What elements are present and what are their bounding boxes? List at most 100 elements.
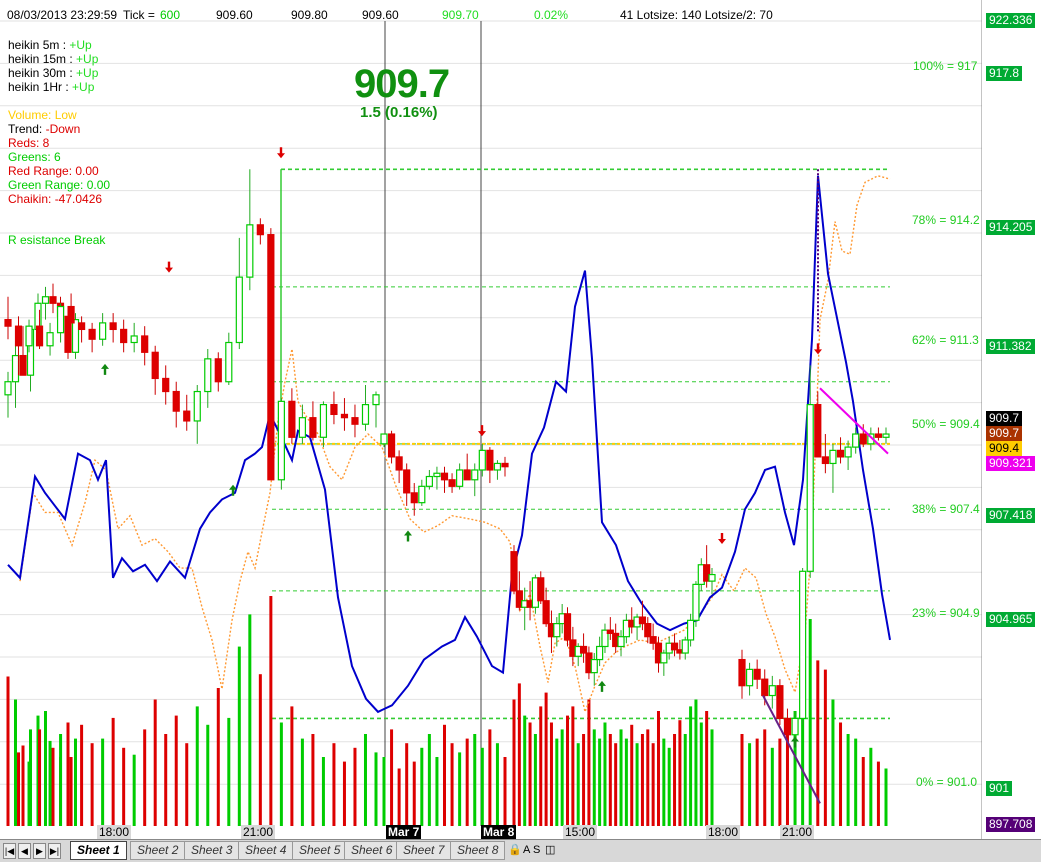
candle — [172, 381, 180, 428]
fib-label-62: 62% = 911.3 — [912, 333, 979, 347]
volume-bar — [374, 752, 378, 826]
volume-bar — [80, 724, 84, 826]
candle-body — [151, 351, 159, 380]
price-label-917: 917.8 — [986, 66, 1023, 81]
candle — [448, 473, 456, 493]
candle-body — [120, 328, 128, 344]
time-label-1500: 15:00 — [563, 825, 598, 839]
volume-bar — [694, 699, 698, 826]
tab-sheet-2[interactable]: Sheet 2 — [130, 841, 186, 860]
candle — [410, 483, 418, 516]
tab-sheet-3[interactable]: Sheet 3 — [184, 841, 240, 860]
candle — [309, 401, 317, 441]
volume-bar — [785, 722, 789, 826]
volume-bar — [770, 747, 774, 826]
candle-body — [501, 462, 509, 468]
candle-body — [403, 469, 411, 494]
candle-body — [235, 276, 243, 344]
greens-stat: Greens: 6 — [8, 150, 61, 164]
candle — [77, 316, 86, 343]
candle-body — [745, 668, 754, 687]
tab-sheet-1[interactable]: Sheet 1 — [70, 841, 127, 860]
volume-bar — [143, 729, 147, 826]
lotsize-info: 41 Lotsize: 140 Lotsize/2: 70 — [620, 8, 773, 22]
candle-body — [882, 433, 890, 438]
candle-body — [761, 678, 769, 697]
candle — [319, 401, 328, 448]
volume-bar — [122, 747, 126, 826]
down-arrow-icon — [165, 261, 173, 273]
candle — [783, 708, 792, 742]
candle-body — [330, 404, 338, 416]
candle-body — [829, 449, 837, 465]
candle-body — [4, 319, 12, 327]
volume-bar — [495, 743, 499, 826]
volume-bar — [14, 699, 17, 826]
candle — [590, 653, 598, 686]
price-label-914: 914.205 — [986, 220, 1036, 235]
candle — [821, 434, 829, 474]
tab-sheet-4[interactable]: Sheet 4 — [238, 841, 294, 860]
candle — [433, 466, 441, 490]
candle — [151, 345, 159, 395]
sheet-tab-bar: |◀ ◀ ▶ ▶| Sheet 1 Sheet 2 Sheet 3 Sheet … — [0, 839, 1041, 862]
candle — [288, 388, 296, 444]
volume-bar — [523, 715, 527, 826]
candle — [874, 427, 883, 441]
candle-body — [799, 570, 807, 719]
candle-body — [686, 619, 695, 641]
candle-body — [708, 573, 716, 582]
volume-bar — [710, 729, 714, 826]
candle-body — [670, 642, 679, 651]
volume-bar — [801, 683, 805, 826]
tab-sheet-7[interactable]: Sheet 7 — [396, 841, 452, 860]
candle — [859, 424, 867, 448]
volume-bar — [884, 768, 888, 826]
candle-body — [852, 433, 860, 448]
candle — [814, 391, 822, 458]
price-axis[interactable]: 922.336 917.8 914.205 911.382 909.7 909.… — [982, 0, 1041, 861]
volume-bar — [227, 717, 231, 826]
candle — [99, 313, 107, 346]
percent-change: 0.02% — [534, 8, 569, 22]
candle — [638, 600, 647, 631]
volume-bar — [635, 743, 639, 826]
last-sheet-icon[interactable]: ▶| — [48, 843, 61, 859]
candle — [130, 322, 138, 353]
candle-body — [425, 475, 433, 487]
candle-body — [448, 479, 456, 487]
fib-label-100: 100% = 917 — [913, 59, 978, 73]
heikin-30m: heikin 30m : +Up — [8, 66, 99, 80]
candle — [692, 581, 700, 627]
first-sheet-icon[interactable]: |◀ — [3, 843, 16, 859]
autoscroll-icon[interactable]: A — [523, 844, 531, 856]
candle — [606, 617, 614, 640]
candle — [753, 659, 761, 689]
prev-sheet-icon[interactable]: ◀ — [18, 843, 31, 859]
next-sheet-icon[interactable]: ▶ — [33, 843, 46, 859]
volume-bar — [823, 669, 827, 826]
volume-bar — [174, 715, 178, 826]
scroll-indicator-icon[interactable]: S — [533, 844, 541, 856]
candle-body — [510, 551, 518, 592]
volume-bar — [216, 688, 220, 826]
lock-icon[interactable]: 🔒 — [508, 844, 522, 856]
tab-sheet-8[interactable]: Sheet 8 — [450, 841, 506, 860]
candle-body — [537, 577, 545, 602]
red-range-stat: Red Range: 0.00 — [8, 164, 99, 178]
candle — [372, 391, 380, 428]
volume-bar — [689, 706, 693, 826]
down-arrow-icon — [718, 532, 726, 544]
candle — [791, 711, 799, 742]
time-label-2100: 21:00 — [241, 825, 276, 839]
candle-body — [4, 381, 12, 396]
tab-sheet-5[interactable]: Sheet 5 — [292, 841, 348, 860]
volume-bar — [793, 711, 797, 826]
volume-bar — [763, 729, 767, 826]
candle-body — [433, 472, 441, 478]
candle — [67, 293, 75, 324]
tab-sheet-6[interactable]: Sheet 6 — [344, 841, 400, 860]
volume-bar — [237, 646, 241, 826]
split-icon[interactable]: ◫ — [545, 844, 556, 856]
